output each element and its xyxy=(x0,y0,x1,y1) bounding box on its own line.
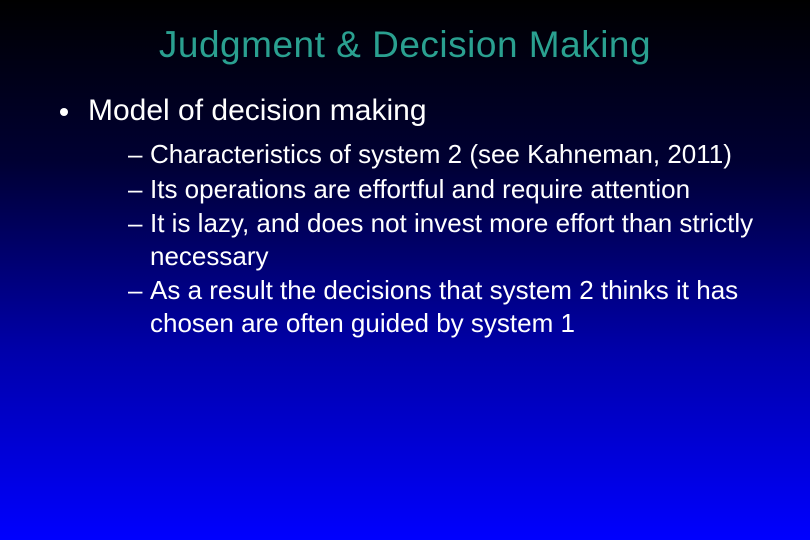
slide: Judgment & Decision Making Model of deci… xyxy=(0,0,810,540)
level2-item: – As a result the decisions that system … xyxy=(128,274,760,339)
dash-icon: – xyxy=(128,274,142,307)
level2-text: It is lazy, and does not invest more eff… xyxy=(150,208,753,271)
level1-item: Model of decision making xyxy=(50,94,760,128)
level2-item: – Characteristics of system 2 (see Kahne… xyxy=(128,138,760,171)
level2-list: – Characteristics of system 2 (see Kahne… xyxy=(50,138,760,339)
level1-text: Model of decision making xyxy=(88,94,427,127)
slide-title: Judgment & Decision Making xyxy=(50,24,760,66)
level2-text: Characteristics of system 2 (see Kahnema… xyxy=(150,139,732,169)
dash-icon: – xyxy=(128,207,142,240)
level2-item: – It is lazy, and does not invest more e… xyxy=(128,207,760,272)
bullet-icon xyxy=(60,108,68,116)
level2-text: As a result the decisions that system 2 … xyxy=(150,275,738,338)
level2-item: – Its operations are effortful and requi… xyxy=(128,173,760,206)
dash-icon: – xyxy=(128,173,142,206)
level2-text: Its operations are effortful and require… xyxy=(150,174,690,204)
dash-icon: – xyxy=(128,138,142,171)
